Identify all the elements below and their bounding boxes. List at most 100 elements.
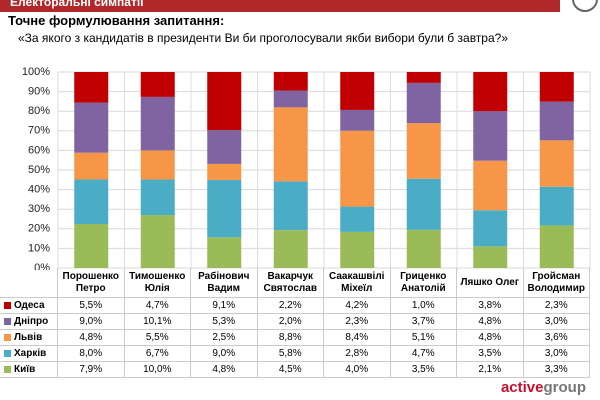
legend-swatch — [4, 301, 11, 309]
category-label: Порошенко Петро — [58, 268, 125, 298]
y-tick-label: 30% — [28, 203, 50, 215]
bar-segment — [273, 230, 308, 268]
bar-segment — [140, 150, 175, 180]
logo: activegroup — [501, 379, 586, 396]
table-value: 10,1% — [124, 314, 191, 330]
bar-segment — [74, 224, 109, 268]
table-value: 2,0% — [257, 314, 324, 330]
badge — [572, 0, 598, 12]
table-value: 8,4% — [324, 330, 391, 346]
logo-part: group — [543, 379, 587, 396]
category-label: Вакарчук Святослав — [257, 268, 324, 298]
table-value: 3,3% — [523, 362, 590, 378]
y-tick-label: 90% — [28, 86, 50, 98]
corner — [0, 268, 58, 298]
category-label: Саакашвілі Міхеїл — [324, 268, 391, 298]
table-value: 3,6% — [523, 330, 590, 346]
legend-entry: Львів — [0, 330, 58, 346]
table-value: 10,0% — [124, 362, 191, 378]
table-value: 1,0% — [390, 298, 457, 314]
y-tick-label: 100% — [22, 66, 50, 78]
bar-segment — [406, 178, 441, 230]
table-value: 2,3% — [523, 298, 590, 314]
table-value: 4,2% — [324, 298, 391, 314]
bar-segment — [406, 229, 441, 268]
table-value: 4,7% — [124, 298, 191, 314]
y-tick-label: 50% — [28, 164, 50, 176]
table-value: 4,8% — [457, 330, 524, 346]
table-value: 8,8% — [257, 330, 324, 346]
table-value: 2,2% — [257, 298, 324, 314]
bar-segment — [273, 107, 308, 182]
question-label: Точне формулювання запитання: — [8, 13, 225, 28]
table-value: 4,0% — [324, 362, 391, 378]
table-value: 3,0% — [523, 346, 590, 362]
section-header: Електоральні симпатії — [0, 0, 560, 12]
bar-segment — [74, 72, 109, 103]
table-value: 9,0% — [58, 314, 125, 330]
bar-segment — [207, 72, 242, 131]
bar-segment — [340, 109, 375, 131]
legend-entry: Київ — [0, 362, 58, 378]
table-value: 4,8% — [457, 314, 524, 330]
table-value: 8,0% — [58, 346, 125, 362]
table-value: 2,8% — [324, 346, 391, 362]
legend-label: Харків — [14, 348, 47, 359]
bar-segment — [539, 140, 574, 187]
legend-label: Дніпро — [14, 316, 49, 327]
category-label: Гройсман Володимир — [523, 268, 590, 298]
table-value: 5,3% — [191, 314, 258, 330]
category-label: Ляшко Олег — [457, 268, 524, 298]
table-value: 2,1% — [457, 362, 524, 378]
bar-segment — [207, 130, 242, 164]
bar-segment — [207, 163, 242, 180]
bar-segment — [340, 231, 375, 268]
category-label: Рабінович Вадим — [191, 268, 258, 298]
legend-entry: Харків — [0, 346, 58, 362]
bar-segment — [273, 181, 308, 231]
bar-segment — [273, 90, 308, 108]
y-tick-label: 80% — [28, 105, 50, 117]
bar-segment — [406, 82, 441, 124]
bar-segment — [473, 210, 508, 247]
table-value: 4,8% — [58, 330, 125, 346]
data-table: Порошенко Петро Тимошенко Юлія Рабінович В… — [0, 268, 590, 378]
bar-segment — [406, 72, 441, 83]
table-value: 5,5% — [58, 298, 125, 314]
bar-segment — [74, 102, 109, 153]
bar-segment — [539, 72, 574, 102]
chart: 0% 10% 20% 30% 40% 50% 60% 70% 80% 90% 100% — [22, 66, 591, 270]
legend-label: Київ — [14, 364, 36, 375]
table-value: 2,3% — [324, 314, 391, 330]
bar-segment — [140, 72, 175, 97]
legend-label: Львів — [14, 332, 43, 343]
y-tick-label: 70% — [28, 125, 50, 137]
table-value: 4,7% — [390, 346, 457, 362]
table-value: 3,7% — [390, 314, 457, 330]
table-value: 3,5% — [457, 346, 524, 362]
table-value: 3,5% — [390, 362, 457, 378]
y-tick-label: 20% — [28, 223, 50, 235]
legend-entry: Дніпро — [0, 314, 58, 330]
y-tick-label: 60% — [28, 144, 50, 156]
table-value: 3,8% — [457, 298, 524, 314]
bar-segment — [473, 160, 508, 211]
bar-segment — [207, 179, 242, 238]
y-tick-label: 0% — [34, 262, 50, 270]
bar-segment — [340, 206, 375, 232]
legend-label: Одеса — [14, 300, 45, 311]
bar-segment — [74, 179, 109, 225]
table-value: 9,1% — [191, 298, 258, 314]
y-tick-label: 40% — [28, 184, 50, 196]
bar-segment — [273, 72, 308, 91]
bar-segment — [539, 186, 574, 226]
bar-segment — [406, 123, 441, 179]
table-value: 7,9% — [58, 362, 125, 378]
table-value: 9,0% — [191, 346, 258, 362]
table-value: 2,5% — [191, 330, 258, 346]
logo-part: active — [500, 379, 544, 396]
question-text: «За якого з кандидатів в президенти Ви б… — [18, 31, 508, 45]
table-value: 5,8% — [257, 346, 324, 362]
legend-swatch — [4, 365, 11, 373]
